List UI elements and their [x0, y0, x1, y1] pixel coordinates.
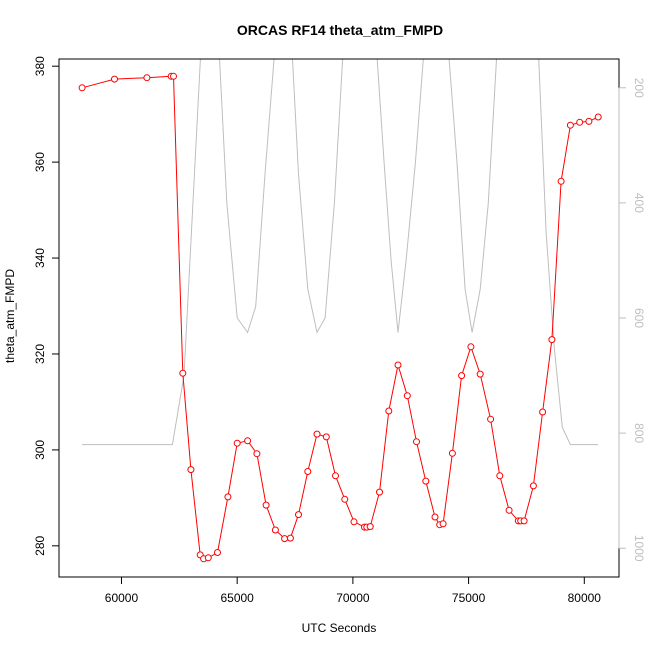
- y2-tick-label: 1000: [632, 535, 646, 562]
- data-point: [295, 511, 302, 519]
- y2-tick-label: 800: [632, 423, 646, 443]
- x-tick-label: 75000: [452, 591, 486, 605]
- data-point: [394, 361, 402, 369]
- y-axis-label: theta_atm_FMPD: [3, 269, 17, 363]
- data-point: [487, 415, 495, 423]
- x-tick-label: 70000: [336, 591, 370, 605]
- data-point: [224, 493, 232, 501]
- data-point: [341, 495, 349, 503]
- data-point: [204, 554, 212, 562]
- data-point: [313, 430, 321, 438]
- data-point: [448, 449, 456, 457]
- primary-series-group: [81, 75, 599, 560]
- data-point: [214, 549, 221, 556]
- data-point: [539, 408, 547, 416]
- data-point: [366, 523, 374, 531]
- x-tick-label: 60000: [105, 591, 139, 605]
- data-point: [253, 450, 261, 458]
- data-point: [439, 520, 447, 528]
- y-axis-left: 280 300 320 340 360 380: [33, 56, 60, 556]
- data-point: [413, 438, 420, 446]
- data-point: [594, 113, 602, 121]
- data-point: [496, 472, 504, 480]
- data-point: [143, 74, 151, 82]
- data-point: [111, 75, 118, 83]
- data-point: [179, 369, 187, 377]
- data-points-group: [78, 72, 602, 563]
- y2-tick-label: 200: [632, 78, 646, 98]
- x-axis-label: UTC Seconds: [302, 621, 377, 635]
- data-point: [322, 433, 330, 441]
- data-point: [304, 468, 312, 475]
- data-point: [529, 482, 537, 490]
- data-point: [262, 501, 270, 509]
- y2-tick-label: 400: [632, 193, 646, 213]
- data-point: [585, 117, 593, 125]
- data-point: [286, 534, 294, 542]
- chart-title: ORCAS RF14 theta_atm_FMPD: [237, 22, 443, 38]
- data-point: [431, 513, 439, 521]
- data-point: [505, 506, 513, 514]
- y2-tick-label: 600: [632, 308, 646, 328]
- data-point: [244, 437, 252, 445]
- data-point: [281, 535, 289, 543]
- data-point: [566, 121, 574, 129]
- y-tick-label: 380: [33, 56, 47, 76]
- y-tick-label: 360: [33, 152, 47, 172]
- data-point: [458, 372, 466, 380]
- data-point: [385, 407, 393, 415]
- data-point: [376, 488, 383, 496]
- secondary-series-line: [82, 59, 599, 446]
- data-point: [548, 336, 556, 344]
- secondary-series-group: [82, 59, 599, 446]
- x-axis: 60000 65000 70000 75000 80000: [105, 576, 602, 605]
- data-point: [78, 84, 86, 92]
- data-point: [467, 343, 475, 351]
- y-tick-label: 280: [33, 535, 47, 555]
- data-point: [233, 439, 241, 447]
- data-point: [520, 517, 528, 525]
- x-tick-label: 80000: [568, 591, 602, 605]
- x-tick-label: 65000: [220, 591, 254, 605]
- y-tick-label: 340: [33, 248, 47, 268]
- data-point: [187, 466, 195, 474]
- primary-series-line: [81, 75, 599, 560]
- data-point: [350, 518, 358, 526]
- data-point: [557, 177, 565, 185]
- plot-frame: [58, 58, 620, 578]
- data-point: [576, 118, 584, 126]
- data-point: [476, 370, 484, 378]
- data-point: [170, 72, 177, 80]
- y-axis-right: 200 400 600 800 1000: [618, 78, 646, 562]
- y-tick-label: 300: [33, 440, 47, 460]
- data-point: [332, 472, 339, 480]
- y-tick-label: 320: [33, 344, 47, 364]
- data-point: [422, 477, 430, 485]
- data-point: [403, 392, 411, 400]
- data-point: [271, 526, 279, 534]
